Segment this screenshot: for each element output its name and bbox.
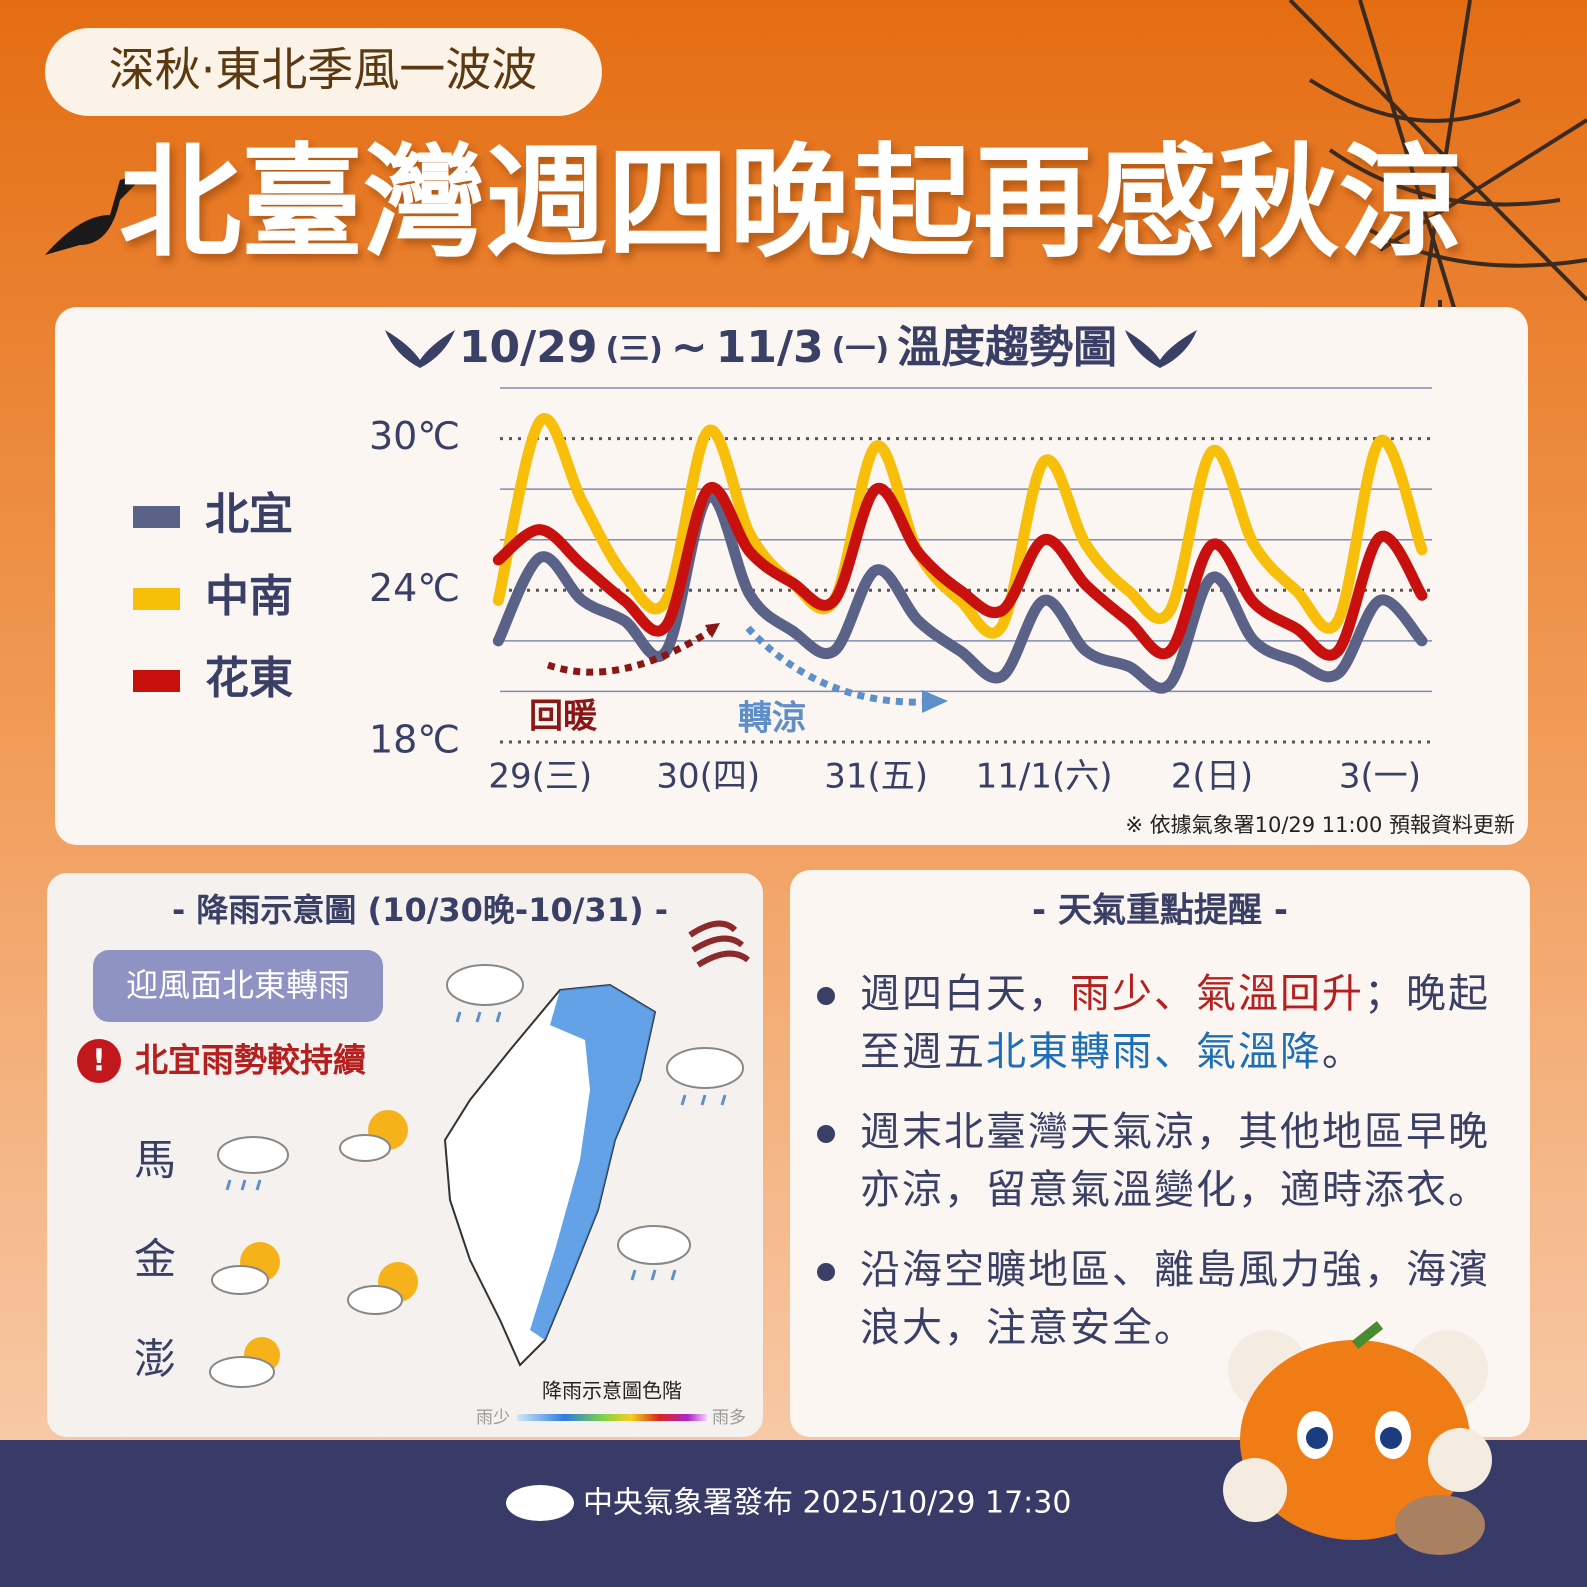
rain-alert: 北宜雨勢較持續: [135, 1041, 366, 1080]
chart-title-part: 10/29: [459, 322, 598, 373]
pumpkin: [1223, 1321, 1492, 1555]
chart-title-part: ~: [671, 322, 708, 373]
tip-item: 沿海空曠地區、離島風力強，海濱浪大，注意安全。: [815, 1241, 1492, 1357]
legend-label: 中南: [205, 571, 293, 622]
x-tick-label: 2(日): [1171, 757, 1253, 797]
chart-title-part: 11/3: [716, 322, 824, 373]
cool-arrow-head: [922, 690, 948, 713]
tag-pill: [45, 28, 602, 116]
tips-title: - 天氣重點提醒 -: [1032, 891, 1288, 931]
scale-low: 雨少: [476, 1408, 510, 1428]
legend-swatch: [133, 670, 180, 692]
alert-mark: !: [92, 1044, 106, 1079]
y-tick-label: 18℃: [369, 718, 460, 762]
alert-icon: [77, 1039, 121, 1083]
tips-card: [790, 870, 1530, 1437]
tip-text: 週四白天，: [860, 971, 1070, 1017]
warm-arrow-head: [705, 623, 720, 638]
tip-text: ；晚起至週五: [860, 971, 1490, 1075]
tip-text: 。: [1322, 1029, 1364, 1075]
y-tick-label: 30℃: [369, 414, 460, 458]
tip-text: 雨少、氣溫回升: [1070, 971, 1364, 1017]
tips-list: 週四白天，雨少、氣溫回升；晚起至週五北東轉雨、氣溫降。週末北臺灣天氣涼，其他地區…: [815, 965, 1495, 1379]
tip-text: 週末北臺灣天氣涼，其他地區早晚亦涼，留意氣溫變化，適時添衣。: [860, 1109, 1490, 1213]
x-tick-label: 29(三): [488, 757, 592, 797]
x-tick-label: 3(一): [1339, 757, 1421, 797]
legend-label: 北宜: [205, 489, 293, 540]
series-line: [492, 482, 1428, 661]
legend-label: 花東: [205, 653, 293, 704]
chart-note: ※ 依據氣象署10/29 11:00 預報資料更新: [1125, 813, 1515, 837]
island: 金: [134, 1235, 176, 1284]
scale-title: 降雨示意圖色階: [542, 1379, 682, 1403]
rain-title: - 降雨示意圖 (10/30晚-10/31) -: [172, 891, 668, 929]
headline: 北臺灣週四晚起再感秋涼: [119, 132, 1461, 274]
island: 澎: [134, 1335, 176, 1384]
scale-high: 雨多: [712, 1408, 746, 1428]
chart-title-part: 溫度趨勢圖: [897, 322, 1117, 373]
scale-bar: [517, 1414, 707, 1421]
series-line: [492, 413, 1428, 639]
chart-title-part: (一): [832, 332, 889, 367]
x-tick-label: 11/1(六): [976, 757, 1113, 797]
tag: 深秋·東北季風一波波: [109, 43, 538, 97]
chart-title-part: (三): [605, 332, 662, 367]
legend-swatch: [133, 506, 180, 528]
legend-swatch: [133, 588, 180, 610]
annotation: 轉涼: [738, 699, 806, 739]
tip-item: 週四白天，雨少、氣溫回升；晚起至週五北東轉雨、氣溫降。: [815, 965, 1492, 1081]
footer: 中央氣象署發布 2025/10/29 17:30: [583, 1486, 1071, 1521]
wind-icon: [688, 920, 750, 968]
y-tick-label: 24℃: [369, 566, 460, 610]
badge: [93, 950, 383, 1022]
island: 馬: [134, 1136, 176, 1185]
weather-icons: [209, 964, 744, 1388]
logo: [506, 1485, 574, 1521]
rain-area: [530, 985, 655, 1340]
annotation: 回暖: [529, 697, 598, 737]
warm-arrow: [546, 625, 717, 676]
crow: [45, 178, 135, 255]
x-tick-label: 30(四): [656, 757, 760, 797]
rain-badge: 迎風面北東轉雨: [126, 966, 350, 1004]
series-line: [492, 490, 1428, 694]
tip-item: 週末北臺灣天氣涼，其他地區早晚亦涼，留意氣溫變化，適時添衣。: [815, 1103, 1492, 1219]
x-tick-label: 31(五): [824, 757, 928, 797]
chart-title: 10/29 (三) ~11/3 (一) 溫度趨勢圖: [459, 322, 1117, 373]
tip-text: 北東轉雨、氣溫降: [986, 1029, 1322, 1075]
cool-arrow: [745, 625, 926, 706]
tip-text: 沿海空曠地區、離島風力強，海濱浪大，注意安全。: [860, 1247, 1490, 1351]
